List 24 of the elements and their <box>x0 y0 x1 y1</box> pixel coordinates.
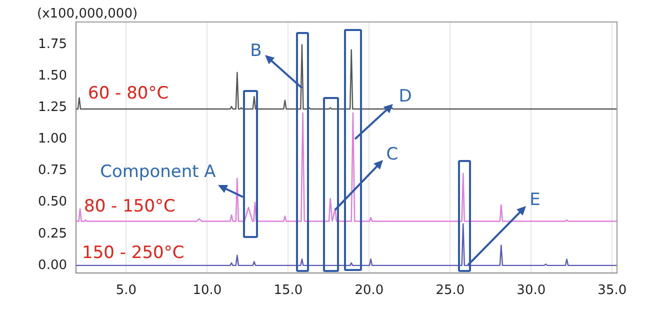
x-tick-label: 20.0 <box>354 283 384 298</box>
y-tick-label: 0.25 <box>38 226 67 242</box>
x-tick-label: 5.0 <box>116 283 137 298</box>
y-tick-label: 1.25 <box>38 100 67 116</box>
annotation: C <box>386 144 398 164</box>
series-label: 60 - 80°C <box>88 83 169 104</box>
x-tick-label: 35.0 <box>598 283 627 298</box>
series-label: 150 - 250°C <box>82 242 184 263</box>
series-label: 80 - 150°C <box>84 196 176 217</box>
y-tick-label: 1.00 <box>38 132 67 147</box>
y-tick-label: 0.00 <box>38 258 67 273</box>
x-tick-label: 30.0 <box>516 283 546 298</box>
annotation: D <box>398 86 412 107</box>
y-axis-title: (x100,000,000) <box>37 6 138 22</box>
y-tick-label: 1.50 <box>38 68 67 84</box>
annotation: B <box>250 41 262 62</box>
annotation: E <box>530 190 540 210</box>
annotation: Component A <box>100 162 216 182</box>
x-tick-label: 25.0 <box>436 283 465 298</box>
y-tick-label: 0.50 <box>38 194 67 210</box>
x-tick-label: 10.0 <box>192 283 222 298</box>
y-tick-label: 0.75 <box>38 163 67 178</box>
y-tick-label: 1.75 <box>38 37 67 52</box>
x-tick-label: 15.0 <box>274 283 303 298</box>
